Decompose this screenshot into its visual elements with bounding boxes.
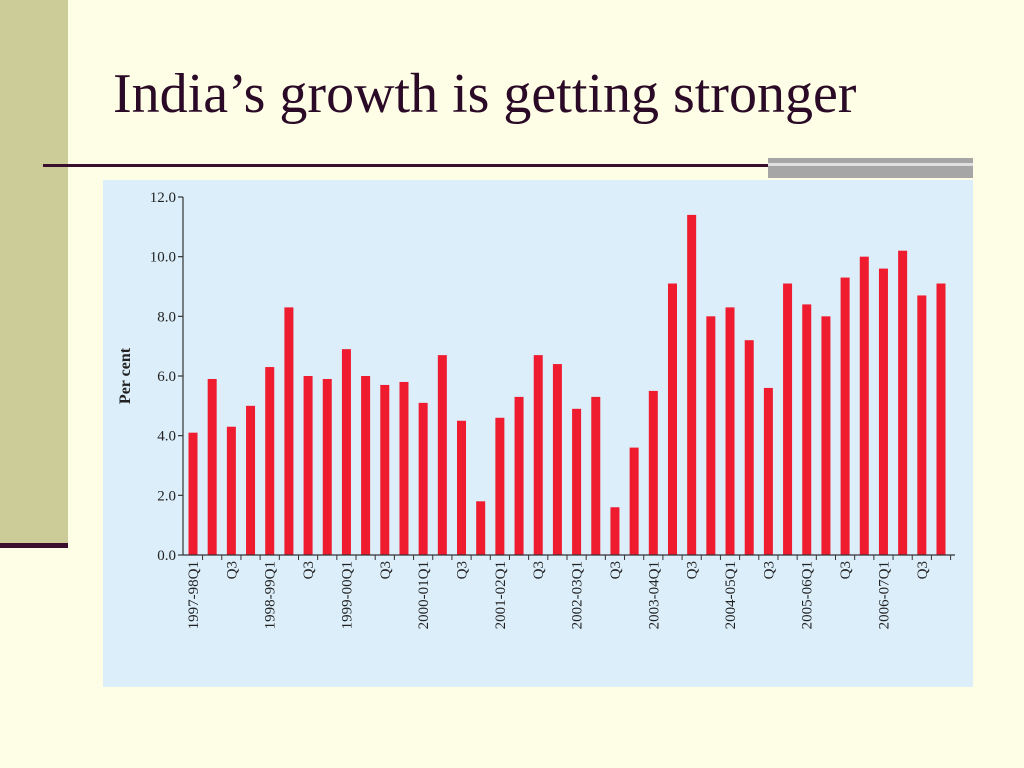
x-tick-label: 2005-06Q1	[800, 561, 816, 629]
y-tick-label: 6.0	[157, 369, 176, 385]
y-tick-label: 10.0	[150, 250, 176, 266]
x-tick-label: 2001-02Q1	[493, 561, 509, 629]
bar-chart: 0.0 2.0 4.0 6.0 8.0 10.0 12.0 1997-98Q1 Q3 1998-…	[117, 190, 955, 629]
bar	[361, 376, 371, 555]
bar	[687, 214, 697, 555]
y-axis: 0.0 2.0 4.0 6.0 8.0 10.0 12.0	[150, 190, 184, 564]
bar	[476, 501, 486, 555]
bar	[917, 295, 927, 555]
y-tick-label: 2.0	[157, 488, 176, 504]
x-tick-label: Q3	[224, 561, 240, 579]
slide-title: India’s growth is getting stronger	[113, 63, 857, 125]
bar	[418, 402, 428, 555]
y-tick-label: 8.0	[157, 309, 176, 325]
bar	[514, 396, 524, 555]
bar	[667, 283, 677, 555]
x-tick-label: Q3	[455, 561, 471, 579]
bar	[188, 432, 198, 555]
bar	[341, 349, 351, 555]
bar	[783, 283, 793, 555]
x-tick-label: Q3	[915, 561, 931, 579]
bar	[744, 340, 754, 555]
x-axis: 1997-98Q1 Q3 1998-99Q1 Q3 1999-00Q1 Q3 2000-01…	[183, 554, 955, 629]
bar	[802, 304, 812, 555]
bar	[265, 367, 275, 555]
side-accent-bar	[0, 0, 68, 543]
bar	[303, 376, 313, 555]
x-tick-label: 1999-00Q1	[339, 561, 355, 629]
y-tick-label: 0.0	[157, 548, 176, 564]
x-tick-label: 1998-99Q1	[263, 561, 279, 629]
bar	[457, 420, 467, 555]
bar	[399, 381, 409, 555]
side-accent-line	[0, 543, 68, 548]
y-axis-label: Per cent	[117, 347, 134, 404]
x-tick-label: Q3	[608, 561, 624, 579]
x-tick-label: 2000-01Q1	[416, 561, 432, 629]
bars	[188, 214, 946, 555]
x-tick-label: 2003-04Q1	[646, 561, 662, 629]
bar	[437, 355, 447, 555]
x-tick-label: Q3	[761, 561, 777, 579]
x-tick-label: Q3	[838, 561, 854, 579]
y-tick-label: 12.0	[150, 190, 176, 206]
x-tick-label: Q3	[378, 561, 394, 579]
y-tick-label: 4.0	[157, 429, 176, 445]
bar	[246, 405, 256, 555]
bar	[648, 390, 658, 555]
x-tick-label: 2006-07Q1	[876, 561, 892, 629]
x-tick-label: 1997-98Q1	[186, 561, 202, 629]
bar	[898, 250, 908, 555]
bar	[591, 396, 601, 555]
bar	[495, 417, 505, 555]
bar	[629, 447, 639, 555]
bar	[380, 384, 390, 555]
bar	[284, 307, 294, 555]
x-tick-label: Q3	[685, 561, 701, 579]
bar	[207, 378, 217, 555]
bar	[725, 307, 735, 555]
bar	[821, 316, 831, 555]
bar	[763, 387, 773, 555]
x-tick-label: 2002-03Q1	[570, 561, 586, 629]
bar	[533, 355, 543, 555]
bar	[859, 256, 869, 555]
x-tick-label: 2004-05Q1	[723, 561, 739, 629]
chart-area: 0.0 2.0 4.0 6.0 8.0 10.0 12.0 1997-98Q1 Q3 1998-…	[103, 180, 973, 687]
x-tick-label: Q3	[301, 561, 317, 579]
bar	[322, 378, 332, 555]
bar	[552, 364, 562, 555]
bar	[936, 283, 946, 555]
bar	[572, 408, 582, 555]
x-tick-label: Q3	[531, 561, 547, 579]
bar	[706, 316, 716, 555]
bar	[226, 426, 236, 555]
bar	[840, 277, 850, 555]
bar	[878, 268, 888, 555]
title-rule	[43, 164, 973, 167]
title-accent-bar	[768, 158, 973, 178]
bar	[610, 507, 620, 555]
